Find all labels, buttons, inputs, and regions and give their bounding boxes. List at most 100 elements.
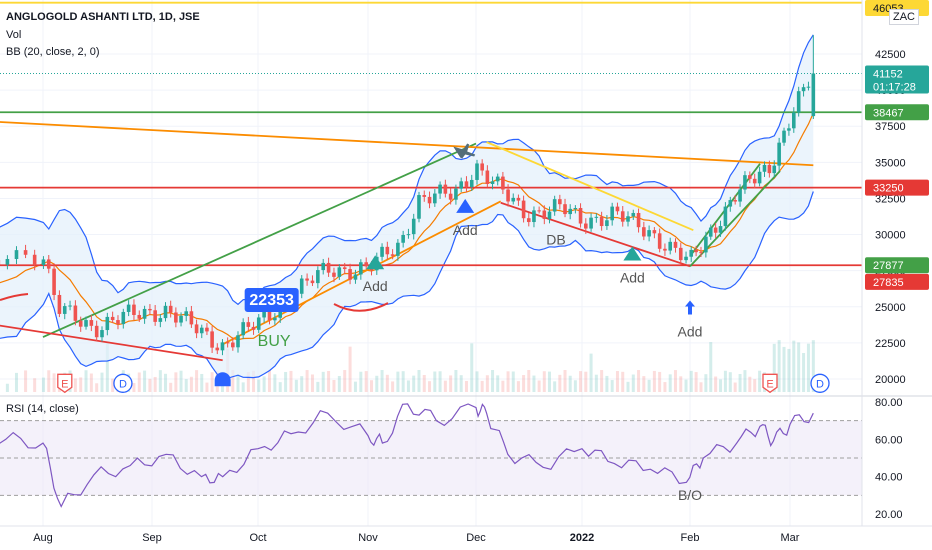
candle [332,267,336,283]
price-tick-label: 30000 [875,230,906,242]
volume-bar [428,381,432,392]
candle [256,314,261,334]
candle [673,238,678,253]
candle [110,311,115,324]
candle [573,205,578,214]
candle [490,176,495,190]
volume-bar [132,383,136,392]
candle [448,188,453,205]
volume-bar [24,370,28,392]
candle [647,225,651,242]
volume-bar [205,382,209,392]
candle [626,211,630,227]
candle [563,198,567,218]
candle [32,249,37,271]
volume-bar [694,372,698,392]
volume-bar [401,371,405,392]
volume-bar [417,370,421,392]
candle [636,208,641,233]
volume-bar [594,374,598,392]
bb-lower [0,191,814,379]
candle [353,269,358,284]
volume-bar [663,382,667,392]
volume-bar [294,379,298,392]
volume-bar [47,370,51,392]
volume-bar [459,375,463,392]
volume-bar [709,342,713,392]
candle [316,266,320,289]
candle [454,184,458,205]
volume-bar [658,371,662,392]
candle [443,179,448,198]
chart-title: ANGLOGOLD ASHANTI LTD, 1D, JSE [6,11,200,23]
candle [521,195,526,223]
time-tick-label: Nov [358,532,378,544]
volume-legend: Vol [6,29,22,41]
volume-bar [443,380,447,392]
bollinger-bands [0,34,814,379]
volume-bar [406,380,410,392]
volume-bar [723,370,727,392]
candle [495,173,500,186]
candle [132,299,136,321]
candle [642,221,646,241]
candle [342,262,347,275]
currency-label[interactable]: ZAC [889,9,919,25]
volume-bar [615,371,619,392]
bell-icon [214,372,231,387]
candle [718,220,723,237]
candle [78,316,83,332]
candle [652,227,657,239]
candle [153,305,157,326]
volume-bar [241,382,245,392]
time-tick-label: Aug [33,532,53,544]
add-label: Add [678,324,703,340]
trendline [42,142,477,338]
candle [142,305,147,324]
volume-bar [584,371,588,392]
candle [516,194,521,206]
candle [5,255,10,270]
candle [148,304,152,315]
candle [364,257,369,270]
candle [68,300,72,311]
trendline [0,121,814,167]
candle [684,251,688,264]
candle [594,213,599,223]
volume-bar [137,372,141,392]
candle [501,171,505,195]
trendline [486,141,694,232]
volume-bar [652,370,656,392]
volume-bar [547,371,551,392]
candle [728,196,733,212]
volume-bar [553,381,557,392]
svg-text:33250: 33250 [873,183,904,195]
buy-label: BUY [258,333,291,350]
annotations: 22353 BUY Add Add Add Add DB E D E D [0,143,830,394]
candle [380,243,384,261]
volume-bar [267,370,271,392]
volume-bar [231,370,235,392]
candle [663,243,667,256]
candle [168,300,173,318]
candle [464,176,469,193]
candle [552,195,557,216]
volume-bar [475,371,479,392]
candle [246,316,251,332]
candle [236,331,240,353]
volume-bar [758,370,762,392]
candle [126,300,131,317]
time-tick-label: Dec [466,532,486,544]
candle [406,228,411,239]
candle [469,174,474,191]
candle [547,206,552,224]
candle [14,246,19,265]
candle [46,255,51,274]
volume-bar [610,380,614,392]
arc-marker [333,302,389,312]
candle [215,343,220,355]
volume-bar [321,371,325,392]
candle [767,160,772,178]
